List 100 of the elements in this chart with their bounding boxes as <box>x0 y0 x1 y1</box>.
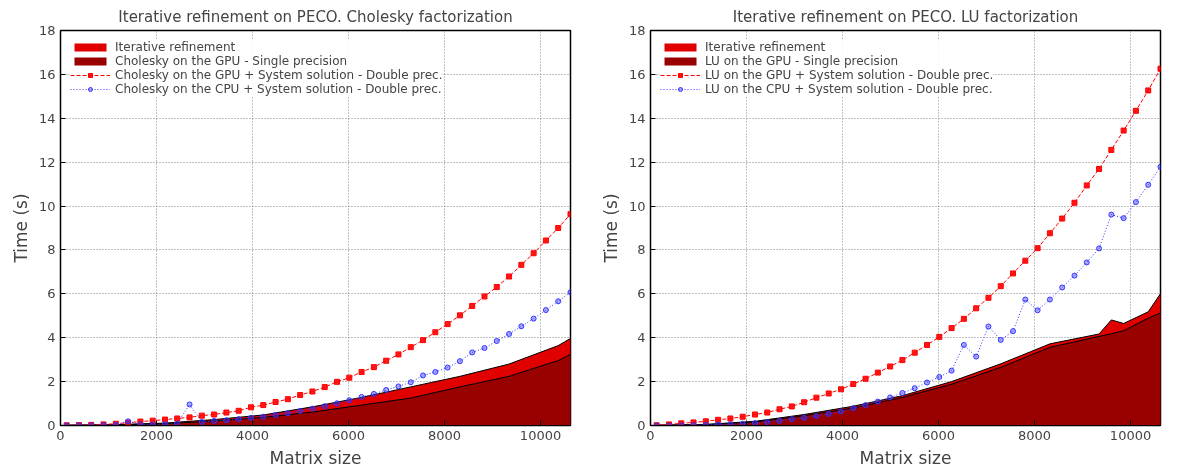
point <box>284 396 291 403</box>
legend-label: Iterative refinement <box>705 40 826 54</box>
point <box>1046 230 1053 237</box>
point <box>555 225 562 231</box>
point <box>1096 165 1103 172</box>
point <box>948 367 955 374</box>
chart-title: Iterative refinement on PECO. Cholesky factorization <box>118 7 513 26</box>
point <box>272 399 279 406</box>
legend-label: Iterative refinement <box>115 40 236 54</box>
point <box>1108 211 1115 218</box>
x-tick-label: 4000 <box>235 427 270 443</box>
point <box>481 345 488 352</box>
point <box>260 402 267 409</box>
point <box>334 400 341 407</box>
legend-label: LU on the CPU + System solution - Double prec. <box>705 82 993 96</box>
point <box>813 413 820 420</box>
point <box>1120 215 1127 222</box>
point <box>432 368 439 375</box>
point <box>186 414 193 421</box>
point <box>764 409 771 416</box>
point <box>850 405 857 412</box>
point <box>518 323 525 330</box>
point <box>727 421 734 426</box>
point <box>407 344 414 351</box>
x-tick-label: 8000 <box>1017 427 1052 443</box>
point <box>801 399 808 406</box>
point <box>407 379 414 386</box>
point <box>1034 245 1041 252</box>
point <box>542 307 549 314</box>
point <box>788 403 795 410</box>
y-tick-label: 6 <box>47 286 56 302</box>
y-tick-label: 4 <box>637 330 646 346</box>
point <box>186 401 193 408</box>
y-tick-label: 8 <box>637 242 646 258</box>
point <box>346 397 353 404</box>
point <box>149 417 156 424</box>
point <box>1083 259 1090 266</box>
point <box>960 315 967 322</box>
point <box>973 305 980 312</box>
y-axis-title: Time (s) <box>600 193 621 264</box>
point <box>444 321 451 328</box>
point <box>297 408 304 415</box>
point <box>211 411 218 418</box>
point <box>1108 146 1115 153</box>
point <box>960 341 967 348</box>
point <box>776 417 783 424</box>
point <box>383 386 390 393</box>
point <box>1059 284 1066 291</box>
y-axis-title: Time (s) <box>10 193 31 264</box>
y-tick-label: 16 <box>38 66 56 82</box>
point <box>862 375 869 382</box>
point <box>235 407 242 414</box>
x-tick-label: 4000 <box>825 427 860 443</box>
point <box>260 413 267 420</box>
point <box>444 364 451 371</box>
point <box>321 403 328 410</box>
point <box>161 421 168 426</box>
x-tick-label: 6000 <box>331 427 366 443</box>
point <box>936 374 943 380</box>
point <box>997 283 1004 290</box>
x-tick-label: 10000 <box>1109 427 1152 443</box>
y-tick-label: 14 <box>38 110 56 126</box>
x-tick-label: 8000 <box>427 427 462 443</box>
y-tick-label: 6 <box>637 286 646 302</box>
point <box>297 392 304 398</box>
point <box>874 398 881 405</box>
y-tick-label: 16 <box>628 66 646 82</box>
point <box>211 417 218 424</box>
y-tick-label: 10 <box>628 198 646 214</box>
point <box>899 390 906 397</box>
point <box>997 336 1004 343</box>
x-tick-label: 2000 <box>139 427 174 443</box>
y-tick-label: 18 <box>38 23 56 38</box>
point <box>469 349 476 356</box>
point <box>837 386 844 393</box>
point <box>764 418 771 425</box>
point <box>1022 257 1029 264</box>
point <box>985 323 992 330</box>
chart-title: Iterative refinement on PECO. LU factorization <box>732 7 1079 26</box>
legend-label: Cholesky on the GPU + System solution - Double prec. <box>115 68 443 82</box>
point <box>837 408 844 415</box>
point <box>1120 127 1127 134</box>
point <box>1010 270 1017 277</box>
x-axis-title: Matrix size <box>269 447 362 468</box>
point <box>235 416 242 423</box>
point <box>874 369 881 376</box>
point <box>174 415 181 422</box>
point <box>739 420 746 426</box>
point <box>948 325 955 332</box>
point <box>530 250 537 257</box>
point <box>887 394 894 401</box>
point <box>973 353 980 360</box>
point <box>1132 107 1139 114</box>
point <box>149 421 156 426</box>
point <box>936 333 943 340</box>
point <box>370 364 377 371</box>
point <box>247 414 254 421</box>
point <box>420 372 427 379</box>
point <box>751 420 758 426</box>
point <box>850 381 857 388</box>
